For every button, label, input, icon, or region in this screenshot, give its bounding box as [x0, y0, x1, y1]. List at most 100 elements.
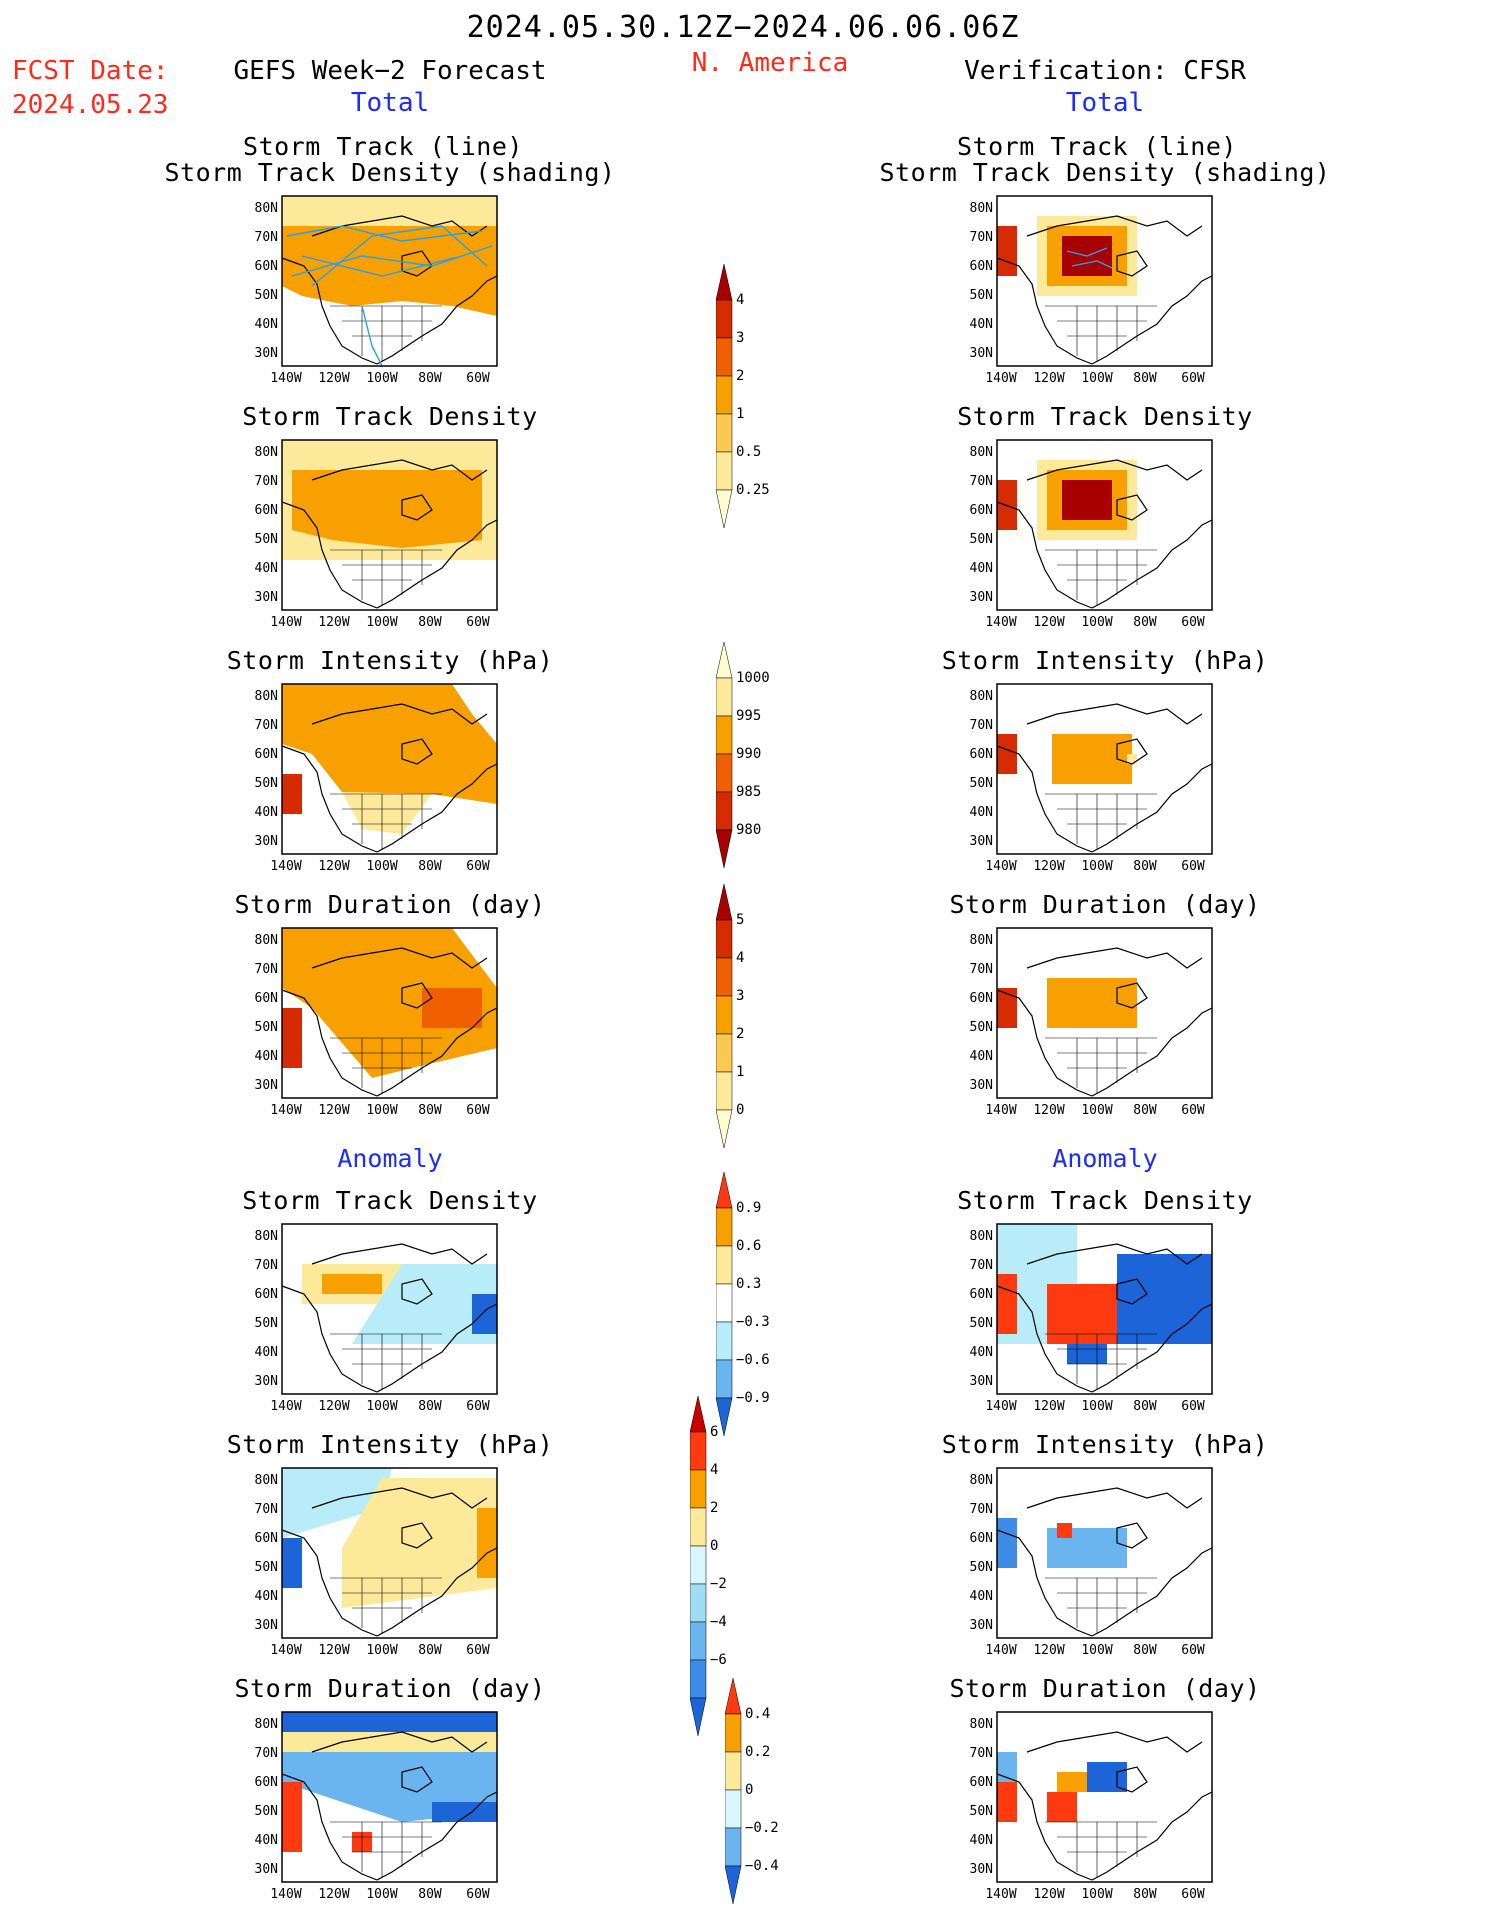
map-svg: 80N 70N 60N 50N 40N 30N 140W 120W 100W 80W 60W [255, 683, 498, 874]
shaded-region [1052, 734, 1132, 784]
right-density-anomaly-title: Storm Track Density [957, 1186, 1253, 1215]
lat-label: 80N [970, 1473, 993, 1488]
colorbar-svg: 5 4 3 2 1 0 [715, 883, 744, 1149]
colorbar-label: 3 [736, 988, 744, 1004]
lat-label: 30N [970, 1078, 993, 1093]
lat-label: 50N [255, 1316, 278, 1331]
coastline [281, 1487, 498, 1637]
map-left-density: 80N 70N 60N 50N 40N 30N 140W 120W 100W 80W 60W [240, 436, 507, 640]
lat-label: 30N [255, 1618, 278, 1633]
lat-label: 30N [255, 346, 278, 361]
lat-label: 70N [970, 1258, 993, 1273]
colorbar-intensity: 1000 995 990 985 980 [715, 640, 796, 882]
lat-label: 40N [255, 1345, 278, 1360]
lat-label: 50N [255, 1020, 278, 1035]
shaded-region [1047, 1284, 1122, 1344]
lat-label: 80N [255, 689, 278, 704]
colorbar-swatch [715, 1071, 733, 1111]
shaded-region [342, 792, 432, 834]
shaded-region [1047, 1792, 1077, 1822]
state-borders [1045, 1037, 1157, 1093]
lon-label: 140W [985, 1643, 1016, 1658]
lon-label: 120W [1033, 615, 1064, 630]
colorbar-density-anomaly: 0.9 0.6 0.3 −0.3 −0.6 −0.9 [715, 1170, 796, 1450]
lat-label: 60N [255, 991, 278, 1006]
shaded-region [472, 1294, 497, 1334]
coastline [996, 1731, 1213, 1881]
lon-label: 60W [1181, 615, 1205, 630]
lat-label: 40N [970, 1345, 993, 1360]
map-svg: 80N 70N 60N 50N 40N 30N 140W 120W 100W 80W 60W [255, 195, 498, 386]
colorbar-swatch [724, 1751, 742, 1791]
shaded-region [1067, 1344, 1107, 1364]
region-label: N. America [691, 48, 849, 78]
lat-label: 40N [255, 1833, 278, 1848]
lon-label: 80W [1133, 1643, 1157, 1658]
colorbar-label: −0.6 [736, 1352, 770, 1368]
shaded-region [282, 928, 497, 1078]
colorbar-label: 0.25 [736, 482, 770, 498]
state-borders [330, 1577, 442, 1633]
map-right-density-anomaly: 80N 70N 60N 50N 40N 30N 140W 120W 100W 80W 60W [955, 1220, 1222, 1424]
colorbar-swatch [689, 1469, 707, 1509]
lat-label: 60N [970, 991, 993, 1006]
colorbar-label: −0.2 [745, 1820, 779, 1836]
lat-label: 80N [255, 201, 278, 216]
colorbar-swatch [689, 1697, 707, 1737]
left-intensity-anomaly-title: Storm Intensity (hPa) [226, 1430, 554, 1459]
colorbar-label: 4 [736, 292, 744, 308]
colorbar-svg: 6 4 2 0 −2 −4 −6 [689, 1395, 727, 1737]
lat-label: 70N [255, 474, 278, 489]
colorbar-swatch [715, 263, 733, 301]
lon-label: 60W [466, 1887, 490, 1902]
shaded-region [997, 734, 1017, 774]
colorbar-label: 0.6 [736, 1238, 761, 1254]
shaded-region [1127, 754, 1137, 764]
colorbar-swatch [715, 715, 733, 755]
map-right-duration-anomaly: 80N 70N 60N 50N 40N 30N 140W 120W 100W 80W 60W [955, 1708, 1222, 1912]
lat-label: 70N [255, 1258, 278, 1273]
lat-label: 70N [255, 230, 278, 245]
shaded-region [352, 1264, 497, 1344]
lon-label: 80W [418, 1399, 442, 1414]
lat-label: 60N [255, 1775, 278, 1790]
lon-label: 60W [1181, 1399, 1205, 1414]
lon-label: 60W [1181, 1103, 1205, 1118]
shaded-region [282, 1732, 497, 1752]
map-svg: 80N 70N 60N 50N 40N 30N 140W 120W 100W 80W 60W [255, 1223, 498, 1414]
colorbar-swatch [689, 1583, 707, 1623]
lon-label: 60W [1181, 1643, 1205, 1658]
lat-label: 70N [255, 962, 278, 977]
shaded-region [1057, 1772, 1087, 1792]
colorbar-label: 0 [736, 1102, 744, 1118]
right-duration-anomaly-title: Storm Duration (day) [949, 1674, 1261, 1703]
lon-label: 60W [466, 1643, 490, 1658]
lon-label: 100W [1081, 615, 1112, 630]
left-density-title: Storm Track Density [242, 402, 538, 431]
state-borders [330, 1333, 442, 1389]
shaded-region [1047, 978, 1137, 1028]
map-svg: 80N 70N 60N 50N 40N 30N 140W 120W 100W 80W 60W [970, 1223, 1213, 1414]
right-intensity-title: Storm Intensity (hPa) [941, 646, 1269, 675]
shaded-region [997, 1274, 1017, 1334]
colorbar-label: 2 [710, 1500, 718, 1516]
shaded-region [997, 1518, 1017, 1568]
colorbar-swatch [724, 1789, 742, 1829]
lon-label: 100W [1081, 859, 1112, 874]
colorbar-label: 6 [710, 1424, 718, 1440]
lon-label: 120W [1033, 859, 1064, 874]
map-left-intensity: 80N 70N 60N 50N 40N 30N 140W 120W 100W 80W 60W [240, 680, 507, 884]
shaded-region [997, 1782, 1017, 1822]
lon-label: 120W [1033, 371, 1064, 386]
right-track-shading-title: Storm Track Density (shading) [879, 158, 1331, 187]
lat-label: 50N [970, 288, 993, 303]
shaded-region [292, 470, 482, 548]
colorbar-swatch [715, 957, 733, 997]
state-borders [1045, 1821, 1157, 1877]
lon-label: 100W [1081, 1887, 1112, 1902]
lat-label: 60N [970, 1531, 993, 1546]
coastline [996, 215, 1213, 365]
colorbar-label: 0.9 [736, 1200, 761, 1216]
shaded-region [282, 774, 302, 814]
colorbar-swatch [724, 1865, 742, 1905]
